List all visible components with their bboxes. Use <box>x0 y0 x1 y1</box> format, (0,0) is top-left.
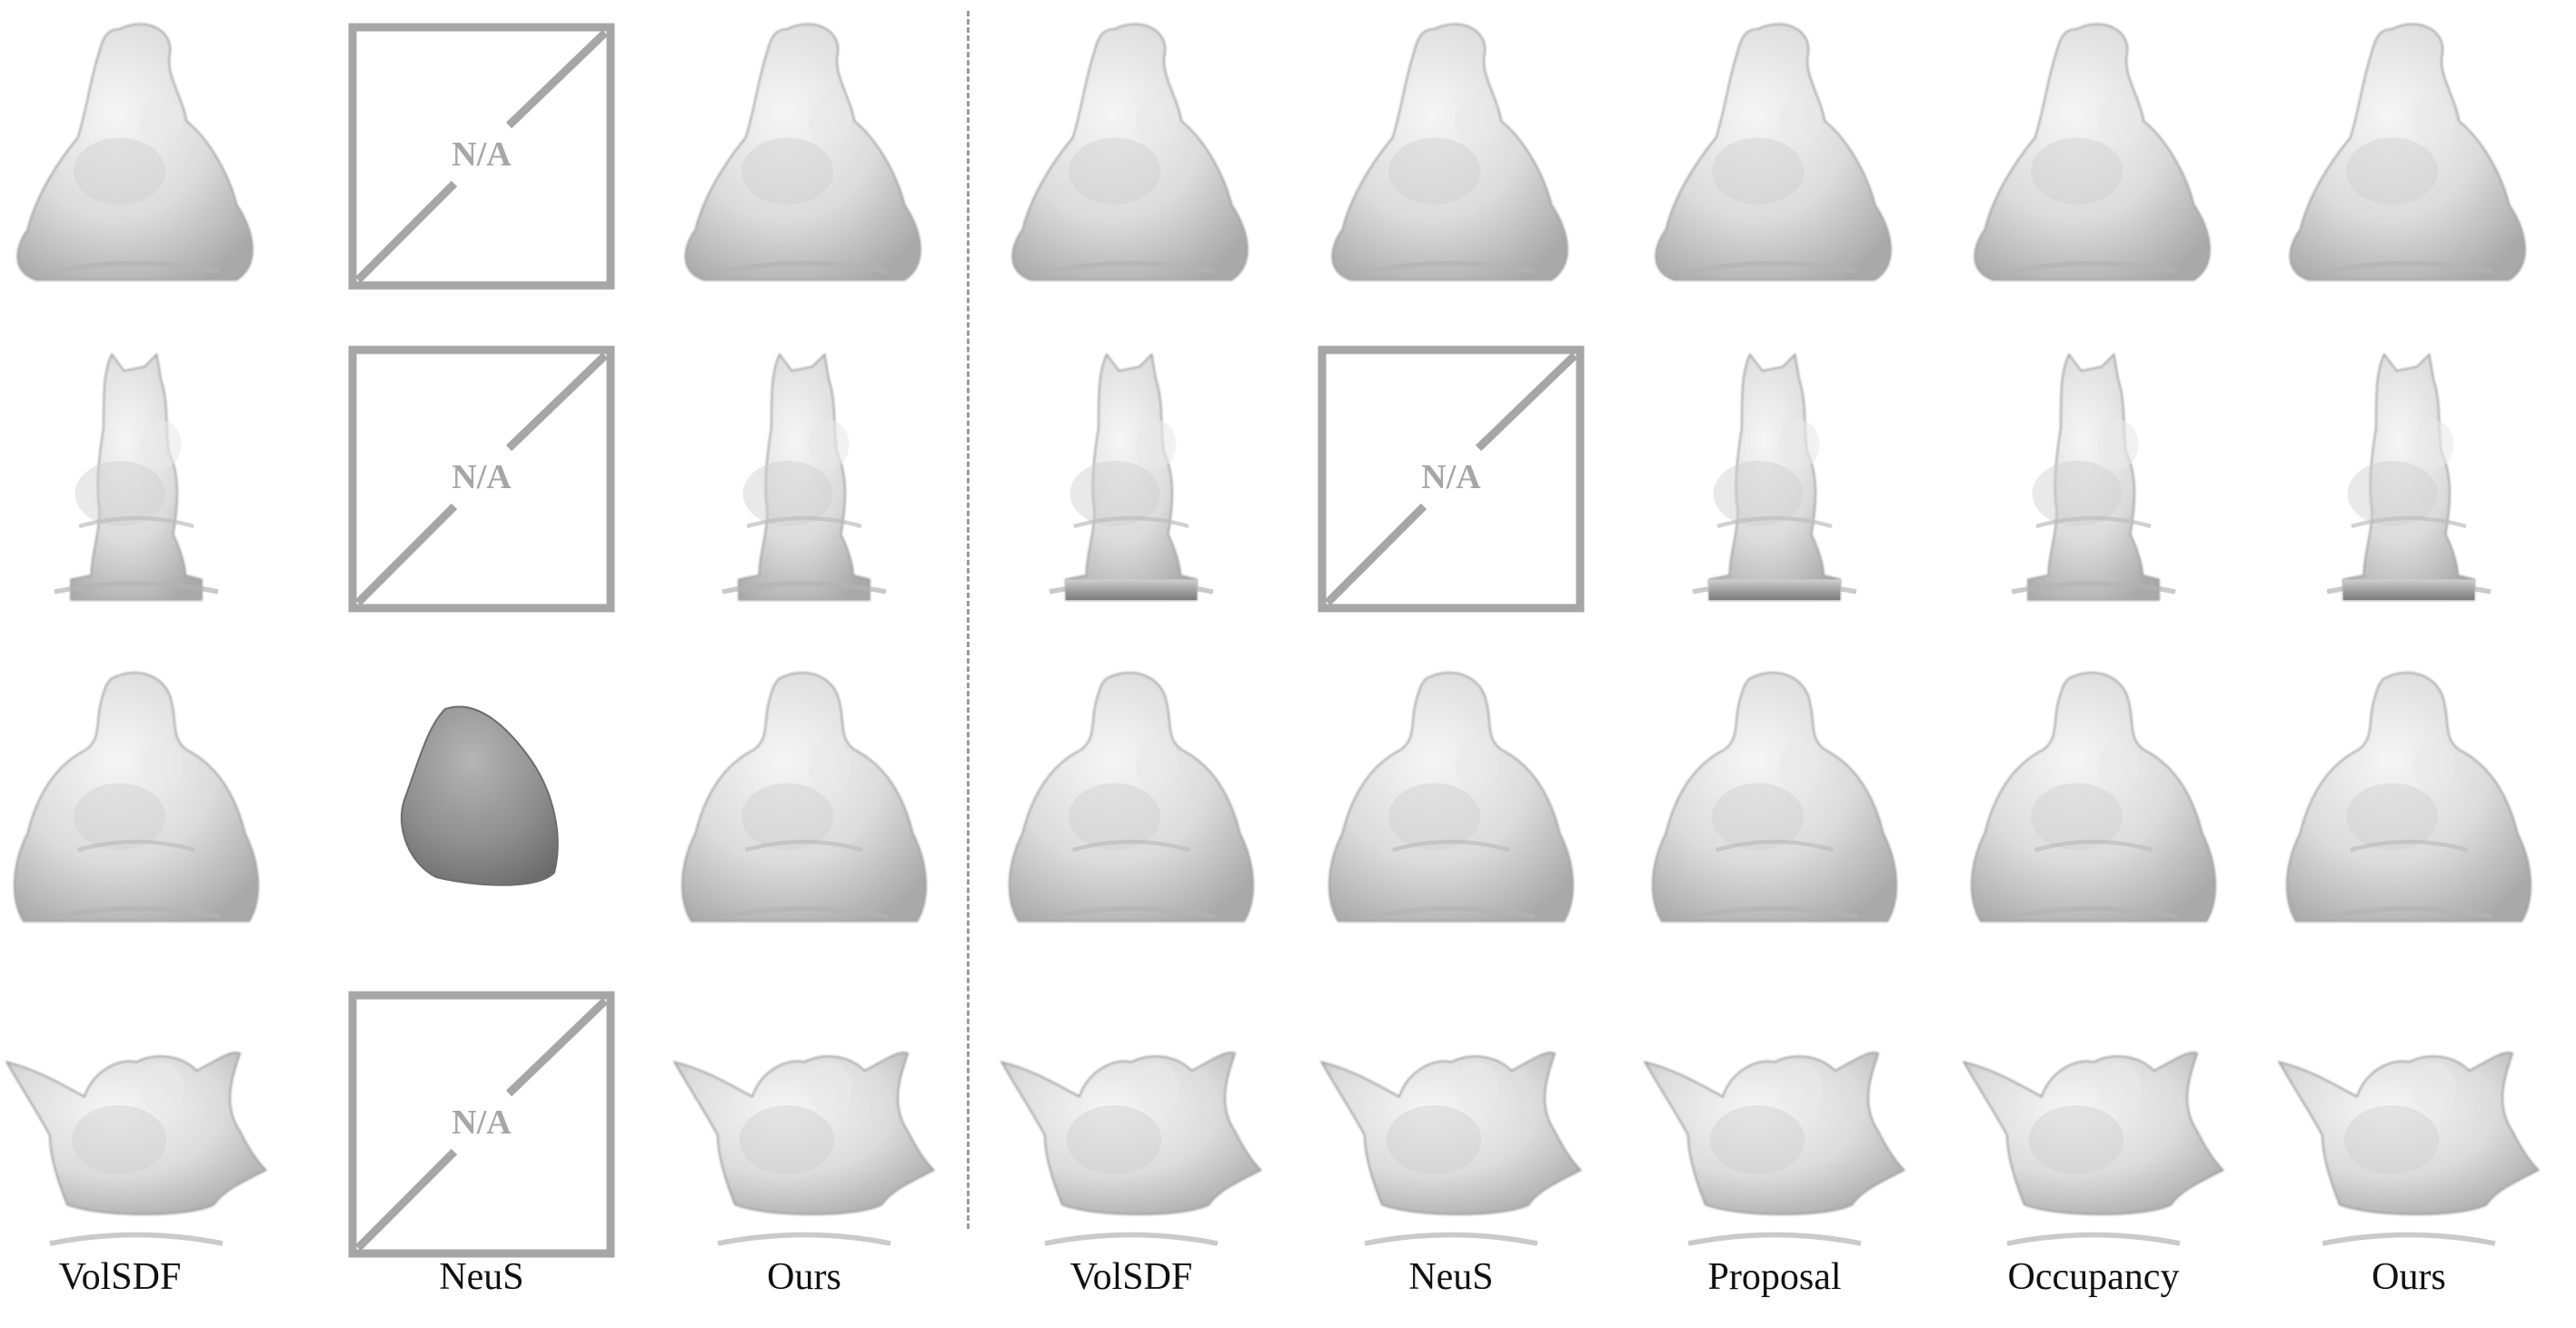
mesh-owl-volsdf-left <box>54 353 219 601</box>
mesh-owl-ours-left <box>721 353 887 601</box>
mesh-buddha-occupancy <box>1971 672 2216 923</box>
mesh-cat-proposal <box>1655 23 1892 281</box>
mesh-buddha-ours-right <box>2286 672 2531 923</box>
mesh-birds-neus-right <box>1319 1052 1583 1246</box>
mesh-birds-occupancy <box>1962 1052 2225 1246</box>
mesh-cat-occupancy <box>1974 23 2211 281</box>
mesh-cat-ours-left <box>684 23 921 281</box>
mesh-birds-ours-left <box>672 1052 936 1246</box>
na-label: N/A <box>452 458 512 496</box>
label-ours-left: Ours <box>767 1256 841 1298</box>
label-volsdf-right: VolSDF <box>1069 1256 1193 1298</box>
mesh-buddha-proposal <box>1652 672 1897 923</box>
na-placeholder-neus-left-cat: N/A <box>348 23 615 290</box>
label-occupancy: Occupancy <box>2007 1256 2180 1298</box>
mesh-cat-volsdf-left <box>16 23 254 281</box>
mesh-owl-volsdf-right <box>1049 353 1214 601</box>
mesh-buddha-ours-left <box>681 672 927 923</box>
na-placeholder-neus-left-birds: N/A <box>348 991 615 1258</box>
mesh-birds-volsdf-left <box>5 1052 268 1246</box>
label-neus-right: NeuS <box>1408 1256 1494 1298</box>
mesh-birds-ours-right <box>2277 1052 2541 1246</box>
mesh-cat-neus-right <box>1331 23 1568 281</box>
group-divider <box>967 11 970 1229</box>
mesh-birds-proposal <box>1643 1052 1906 1246</box>
column-labels: VolSDF NeuS Ours VolSDF NeuS Proposal Oc… <box>0 1250 2576 1313</box>
na-label: N/A <box>452 1103 512 1142</box>
na-placeholder-neus-left-owl: N/A <box>348 345 615 613</box>
label-neus-left: NeuS <box>439 1256 524 1298</box>
cells-layer: N/A N/A N/A N/A <box>5 23 2541 1258</box>
mesh-owl-occupancy <box>2011 353 2176 601</box>
mesh-buddha-volsdf-right <box>1009 672 1254 923</box>
mesh-cat-ours-right <box>2289 23 2526 281</box>
label-volsdf-left: VolSDF <box>58 1256 182 1298</box>
label-ours-right: Ours <box>2372 1256 2446 1298</box>
mesh-buddha-volsdf-left <box>14 672 259 923</box>
label-proposal: Proposal <box>1707 1256 1842 1298</box>
mesh-cat-volsdf-right <box>1011 23 1248 281</box>
mesh-birds-volsdf-right <box>1000 1052 1263 1246</box>
na-label: N/A <box>452 135 512 174</box>
mesh-owl-ours-right <box>2326 353 2491 601</box>
mesh-owl-proposal <box>1692 353 1857 601</box>
blob-mesh-neus-left-buddha <box>400 705 559 886</box>
mesh-buddha-neus-right <box>1328 672 1574 923</box>
na-label: N/A <box>1421 458 1481 496</box>
na-placeholder-neus-right-owl: N/A <box>1318 345 1585 613</box>
